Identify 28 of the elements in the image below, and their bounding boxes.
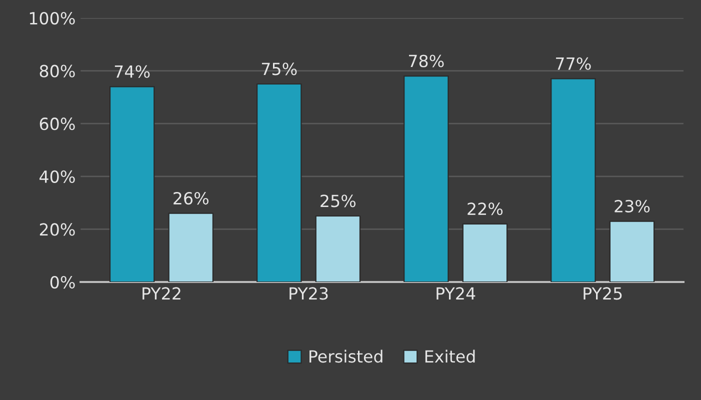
y-tick-label: 20%: [40, 223, 75, 236]
y-tick-label: 60%: [40, 118, 75, 130]
bar: [109, 86, 155, 282]
y-tick-label: 80%: [40, 64, 75, 78]
x-tick-label: PY22: [142, 287, 180, 300]
x-tick-label: PY25: [584, 287, 622, 300]
data-label: 78%: [409, 54, 444, 68]
bar: [315, 215, 361, 282]
bar: [462, 223, 508, 282]
legend-label: Persisted: [310, 350, 382, 363]
y-tick-label: 0%: [50, 276, 75, 289]
bar: [256, 83, 302, 282]
data-label: 74%: [114, 65, 150, 78]
x-tick-label: PY24: [436, 287, 476, 300]
y-tick-label: 40%: [40, 170, 75, 183]
bar: [168, 212, 214, 282]
y-tick-label: 100%: [30, 12, 75, 25]
data-label: 77%: [556, 57, 591, 70]
data-label: 23%: [614, 200, 650, 212]
bar: [550, 78, 596, 282]
bar: [404, 76, 449, 282]
data-label: 26%: [174, 192, 208, 205]
bar: [609, 220, 655, 282]
x-tick-label: PY23: [290, 287, 328, 300]
data-label: 75%: [262, 62, 297, 76]
legend-label: Exited: [425, 350, 475, 363]
data-label: 25%: [320, 194, 356, 208]
data-label: 22%: [468, 202, 503, 216]
